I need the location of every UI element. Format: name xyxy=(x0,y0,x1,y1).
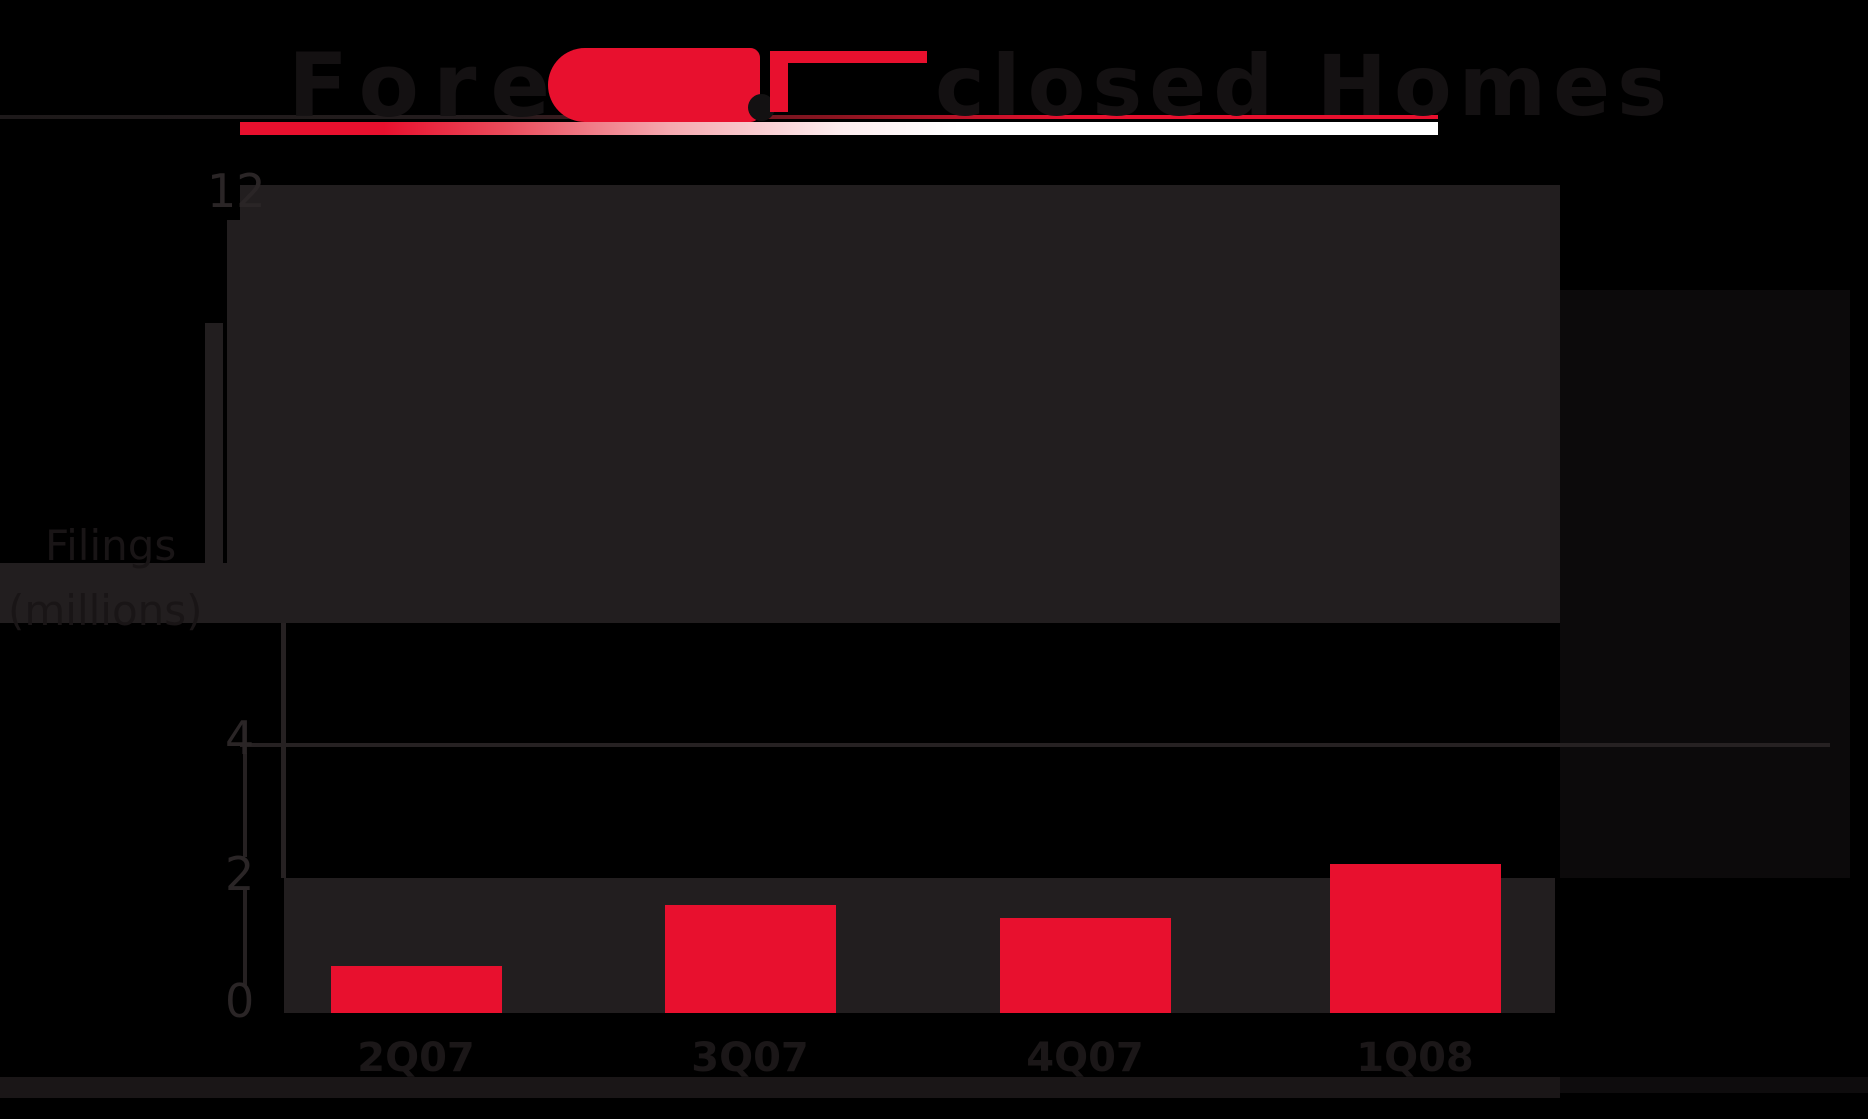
dark-overlay-rectangle xyxy=(240,185,1560,623)
ytick-0: 0 xyxy=(225,974,255,1028)
xtick-3Q07: 3Q07 xyxy=(691,1035,809,1081)
logo-tee-stem-icon xyxy=(770,51,788,112)
logo-red-block xyxy=(548,48,760,122)
footer-band xyxy=(0,1077,1560,1098)
xtick-2Q07: 2Q07 xyxy=(357,1035,475,1081)
ytick-2: 2 xyxy=(225,847,255,901)
logo-tee-crossbar-icon xyxy=(770,51,927,63)
title-fragment: closed Homes xyxy=(935,37,1675,135)
bar-1Q08 xyxy=(1329,864,1501,1013)
tick-connector-line-upper xyxy=(243,753,247,857)
gradient-underline xyxy=(240,122,1438,135)
gridline-4 xyxy=(240,743,1830,747)
bar-2Q07 xyxy=(330,966,502,1013)
y-axis-title-line2: (millions) xyxy=(8,586,203,635)
title-word-left: Fore xyxy=(288,34,565,137)
footer-band-extension xyxy=(1560,1077,1868,1093)
dark-overlay-extension xyxy=(1560,290,1850,878)
dark-left-band xyxy=(0,563,240,623)
y-axis-line xyxy=(281,623,286,878)
tick-connector-line-lower xyxy=(243,890,247,985)
y-axis-title-line1: Filings xyxy=(45,521,177,570)
bar-4Q07 xyxy=(999,918,1171,1013)
bar-3Q07 xyxy=(664,905,836,1013)
dark-column-right xyxy=(227,220,255,563)
dark-column-left xyxy=(205,323,223,563)
xtick-4Q07: 4Q07 xyxy=(1026,1035,1144,1081)
ytick-4: 4 xyxy=(225,711,255,765)
xtick-1Q08: 1Q08 xyxy=(1356,1035,1474,1081)
ytick-12: 12 xyxy=(207,164,266,218)
